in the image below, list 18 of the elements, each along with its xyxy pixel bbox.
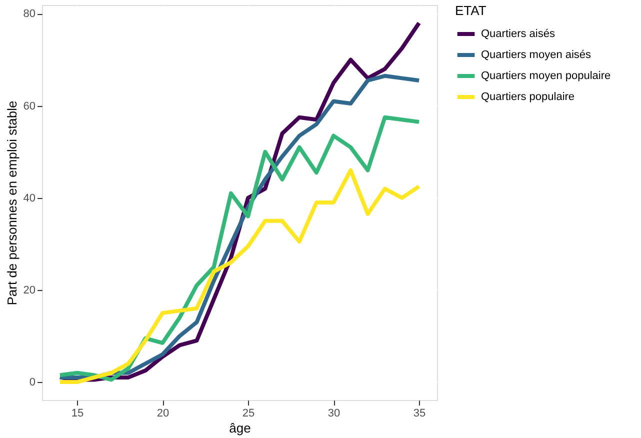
y-tick-label: 0 (29, 376, 36, 389)
y-tick-label: 80 (23, 8, 36, 20)
legend-label: Quartiers moyen populaire (481, 70, 611, 82)
legend-title: ETAT (455, 3, 486, 18)
y-axis-title: Part de personnes en emploi stable (4, 100, 20, 306)
x-tick-label: 35 (413, 408, 426, 420)
x-axis-title: âge (229, 420, 251, 436)
y-tick-label: 20 (23, 284, 36, 296)
legend-label: Quartiers populaire (481, 91, 575, 103)
x-tick-label: 20 (156, 408, 170, 420)
x-tick-label: 30 (328, 408, 340, 420)
x-tick-label: 25 (242, 408, 255, 420)
x-tick-label: 15 (71, 408, 84, 420)
line-series (58, 168, 422, 384)
y-tick-label: 40 (23, 192, 36, 204)
legend-label: Quartiers aisés (481, 28, 556, 40)
y-tick-label: 60 (23, 100, 36, 112)
legend-label: Quartiers moyen aisés (481, 49, 592, 61)
